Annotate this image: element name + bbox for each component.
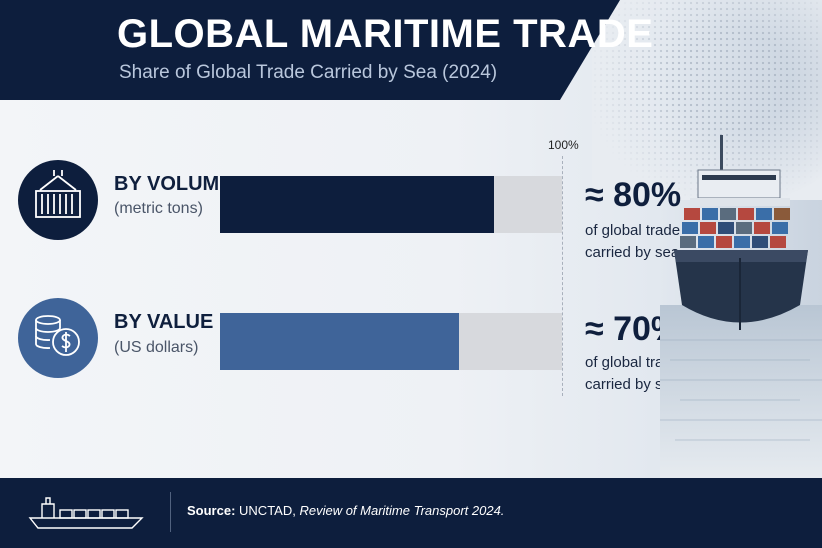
coins-dollar-icon [18, 298, 98, 378]
value-sublabel: (US dollars) [114, 339, 199, 356]
volume-bar-track [220, 176, 562, 233]
page-subtitle: Share of Global Trade Carried by Sea (20… [119, 62, 498, 83]
volume-bar [220, 176, 494, 233]
footer: Source: UNCTAD, Review of Maritime Trans… [0, 478, 822, 548]
max-reference-line [562, 156, 563, 396]
value-label: BY VALUE [114, 311, 214, 333]
footer-divider [170, 492, 171, 532]
title-band: GLOBAL MARITIME TRADE Share of Global Tr… [0, 0, 653, 100]
volume-value-note: of global trade carried by sea [585, 222, 681, 261]
source-title: Review of Maritime Transport 2024. [299, 503, 505, 518]
value-value-note: of global trade carried by sea [585, 354, 681, 393]
page-title: GLOBAL MARITIME TRADE [117, 12, 654, 56]
volume-value-label: ≈ 80% [585, 176, 682, 214]
container-ship-image [660, 135, 822, 478]
value-bar-track [220, 313, 562, 370]
axis-max-label: 100% [548, 138, 579, 152]
value-bar [220, 313, 460, 370]
volume-sublabel: (metric tons) [114, 200, 203, 217]
source-label: Source: [187, 503, 236, 518]
source-citation: Source: UNCTAD, Review of Maritime Trans… [187, 503, 504, 518]
source-org: UNCTAD, [239, 503, 296, 518]
shipping-container-icon [18, 160, 98, 240]
volume-label: BY VOLUME [114, 173, 233, 195]
cargo-ship-icon [28, 497, 144, 529]
